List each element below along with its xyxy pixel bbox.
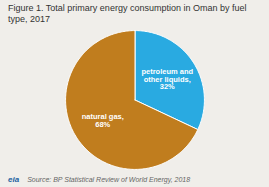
- html-text:Figure 1. Total primary energy: Figure 1. Total primary energy consumpti…: [8, 3, 247, 24]
- html-text:Source: BP Statistical Review: Source: BP Statistical Review of World E…: [27, 176, 191, 183]
- svg-text:natural gas,68%: natural gas,68%: [82, 112, 124, 129]
- svg-text:petroleum andother liquids,32%: petroleum andother liquids,32%: [141, 67, 193, 91]
- html-text:eia: eia: [8, 175, 20, 184]
